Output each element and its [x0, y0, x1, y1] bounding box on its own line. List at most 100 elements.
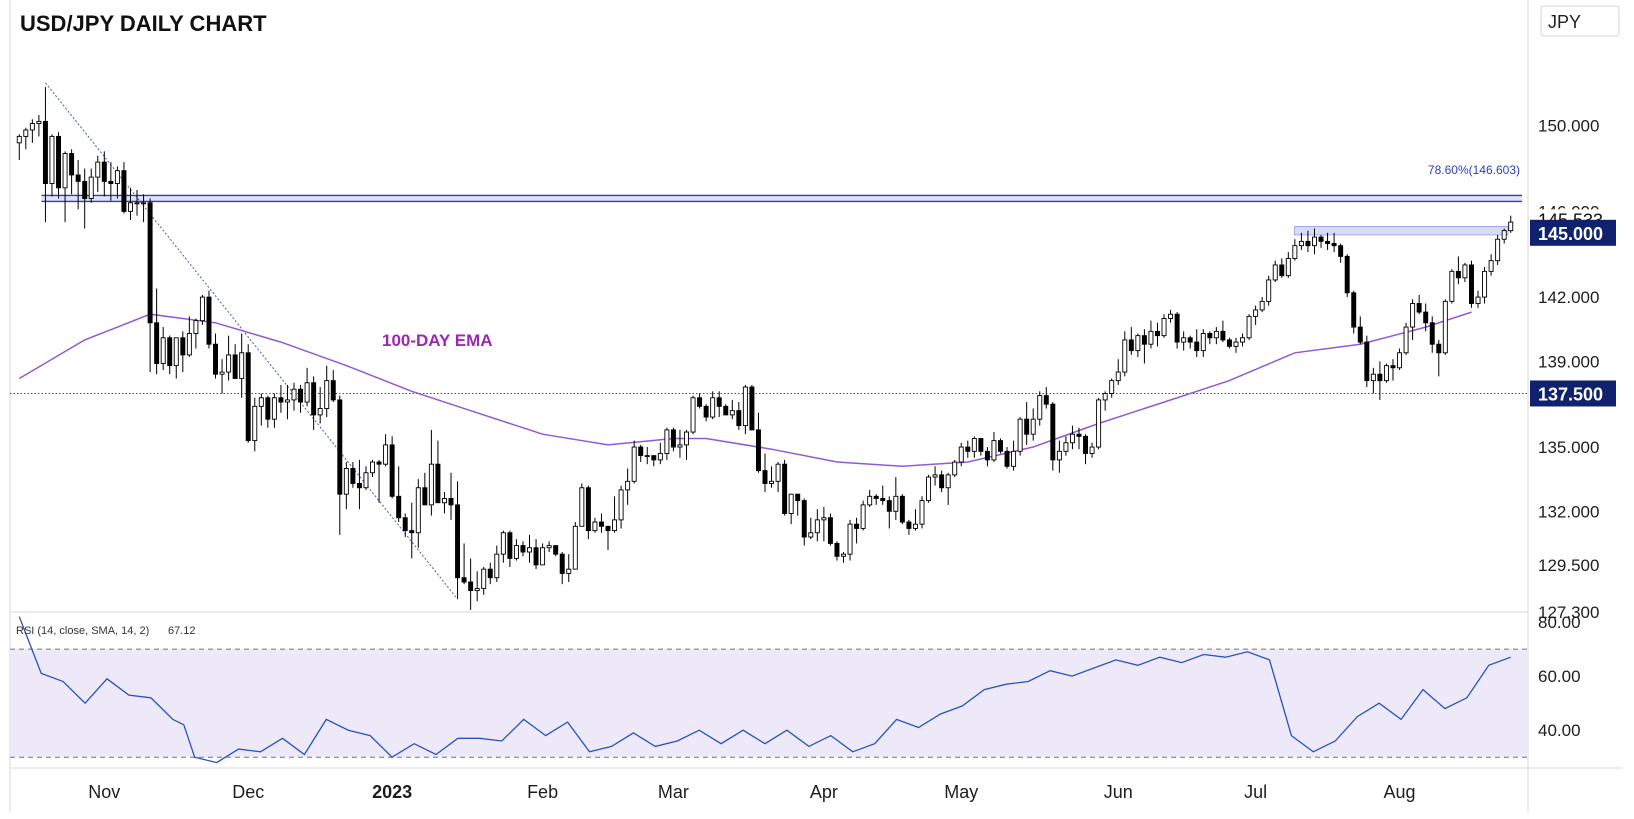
candle-body — [278, 397, 284, 403]
candle-body — [612, 519, 618, 532]
currency-label[interactable]: JPY — [1548, 12, 1581, 32]
candle — [644, 447, 650, 465]
candle — [49, 134, 55, 197]
candle-body — [1305, 240, 1311, 247]
price-tag-label: 145.000 — [1538, 224, 1603, 244]
candle-body — [1403, 326, 1409, 354]
candle-body — [1109, 380, 1115, 394]
candle-body — [271, 397, 277, 420]
candle — [638, 444, 644, 463]
candle-body — [860, 504, 866, 529]
candle — [1168, 309, 1174, 323]
candle — [1377, 361, 1383, 400]
candle — [1436, 339, 1442, 377]
candle-body — [435, 463, 441, 504]
candle — [441, 492, 447, 514]
candle-body — [952, 461, 958, 476]
candle-body — [1259, 300, 1265, 311]
candle — [180, 331, 186, 373]
candle — [1207, 331, 1213, 345]
candle-body — [533, 547, 539, 566]
candle — [736, 402, 742, 430]
candle-body — [657, 453, 663, 461]
candle-body — [867, 495, 873, 506]
candle — [193, 318, 199, 349]
candle-body — [324, 380, 330, 409]
candle — [108, 162, 114, 201]
candle — [1370, 367, 1376, 394]
candle-body — [507, 532, 513, 559]
candle — [651, 455, 657, 467]
candle-body — [1429, 322, 1435, 345]
candle — [579, 483, 585, 527]
candle-body — [631, 446, 637, 482]
candle-body — [474, 587, 480, 592]
candle-body — [1279, 264, 1285, 277]
candle — [1403, 322, 1409, 355]
candle — [402, 513, 408, 538]
candle-body — [1200, 333, 1206, 352]
candle-body — [487, 568, 493, 579]
candle — [1004, 447, 1010, 469]
candle — [1128, 327, 1134, 355]
candle-body — [991, 440, 997, 461]
candle-body — [697, 397, 703, 407]
candle-body — [1115, 371, 1121, 382]
candle-body — [775, 463, 781, 482]
candle-body — [762, 470, 768, 484]
candle-body — [193, 320, 199, 334]
candle-body — [69, 153, 75, 176]
candle-body — [788, 493, 794, 514]
candle — [1442, 299, 1448, 355]
candle — [271, 393, 277, 428]
candle — [252, 397, 258, 452]
candle — [1076, 427, 1082, 450]
candle-body — [298, 388, 304, 403]
candle-body — [572, 525, 578, 570]
candle — [304, 367, 310, 407]
candle — [684, 429, 689, 460]
candle — [1174, 312, 1180, 349]
candle — [782, 459, 788, 516]
candle-body — [1135, 335, 1141, 352]
candle-body — [141, 202, 147, 205]
candle — [383, 434, 389, 467]
time-axis: Nov Dec 2023 Feb Mar Apr May Jun Jul Aug — [88, 782, 1415, 802]
candle — [1292, 239, 1298, 261]
candle-body — [638, 446, 644, 457]
candle — [1266, 275, 1272, 306]
candle-body — [1187, 337, 1193, 343]
candle — [1462, 262, 1468, 283]
candle — [1383, 363, 1389, 383]
candle-body — [415, 487, 421, 534]
candle-body — [82, 180, 88, 199]
candle-body — [1298, 240, 1304, 247]
candle-body — [42, 120, 48, 184]
candle — [1272, 260, 1278, 283]
candle — [788, 493, 794, 525]
candle — [1429, 316, 1435, 353]
currency-box[interactable] — [1540, 5, 1620, 37]
candle — [1390, 359, 1396, 381]
candle — [854, 517, 860, 544]
candle — [716, 391, 722, 418]
candle — [827, 513, 833, 546]
candle-body — [1410, 303, 1416, 328]
candle — [95, 155, 101, 193]
candle-body — [690, 397, 696, 433]
candle — [546, 541, 552, 553]
candle-body — [1436, 343, 1442, 354]
candle-body — [389, 444, 395, 497]
candle-body — [886, 500, 892, 512]
candle — [1056, 440, 1062, 473]
candle — [1194, 329, 1200, 358]
candle — [814, 509, 820, 542]
candle-body — [1148, 330, 1154, 345]
candle-body — [873, 495, 879, 499]
ema-100-path — [18, 311, 1472, 468]
candle-body — [409, 530, 415, 534]
candle — [912, 509, 918, 531]
candle — [36, 114, 42, 137]
candle-body — [134, 202, 140, 205]
candle-body — [978, 438, 984, 452]
